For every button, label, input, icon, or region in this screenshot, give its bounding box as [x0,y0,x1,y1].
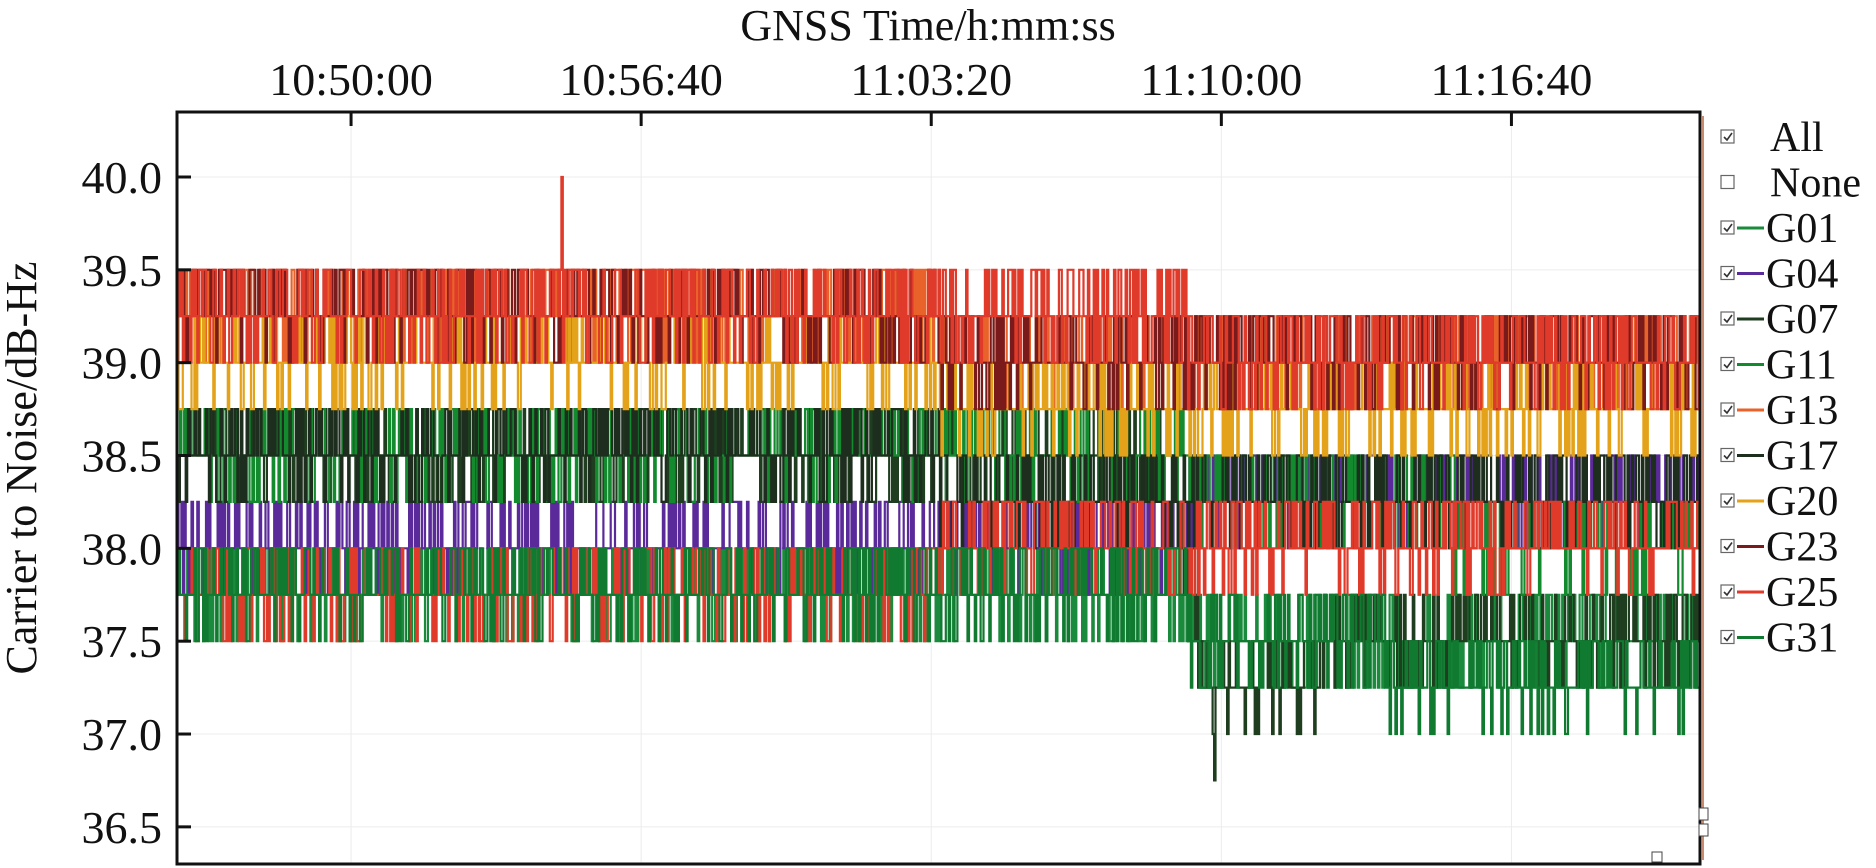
legend-label-G07[interactable]: G07 [1766,297,1838,343]
legend-label-G23[interactable]: G23 [1766,525,1838,571]
y-tick-label: 36.5 [82,802,163,853]
x-tick-label: 10:50:00 [269,54,433,105]
y-tick-label: 39.5 [82,245,163,296]
check-mark-icon [1723,542,1733,551]
legend-toggle-G01[interactable] [1720,220,1735,235]
y-tick-label: 38.5 [82,431,163,482]
check-mark-icon [1723,451,1733,460]
checkbox-box[interactable] [1720,129,1735,144]
x-tick-label: 11:16:40 [1431,54,1593,105]
checkbox-box[interactable] [1720,265,1735,281]
x-tick-label: 11:03:20 [850,54,1012,105]
legend-label-G01[interactable]: G01 [1766,206,1838,252]
legend-toggle-G23[interactable] [1720,538,1735,554]
check-mark-icon [1723,132,1733,142]
checkbox-box[interactable] [1720,584,1735,599]
legend-toggle-G11[interactable] [1720,356,1735,372]
y-tick-label: 37.5 [82,616,163,667]
legend-label-G13[interactable]: G13 [1766,388,1838,434]
legend-toggle-G04[interactable] [1720,265,1735,281]
legend-label-G25[interactable]: G25 [1766,570,1838,616]
legend-scroll-down-button[interactable] [1698,823,1709,837]
check-mark-icon [1723,587,1733,597]
x-axis-ticks: 10:50:00 10:56:40 11:03:20 11:10:00 11:16:40 [269,54,1592,126]
y-axis-title: Carrier to Noise/dB-Hz [0,262,46,675]
y-tick-label: 37.0 [82,709,163,760]
legend-toggle-G20[interactable] [1720,493,1735,508]
series-G31 [177,547,1700,736]
check-mark-icon [1723,405,1733,415]
checkbox-box[interactable] [1720,311,1735,326]
legend-label-G11[interactable]: G11 [1766,343,1837,389]
legend-label-G31[interactable]: G31 [1766,616,1838,662]
series-line-G25 [177,175,1702,411]
checkbox-box[interactable] [1720,356,1735,372]
legend-label-G17[interactable]: G17 [1766,434,1838,480]
y-tick-label: 40.0 [82,152,163,203]
series-line-G31 [177,547,1700,736]
checkbox-box[interactable] [1720,447,1735,463]
checkbox-box[interactable] [1720,538,1735,554]
checkbox-box[interactable] [1720,174,1735,190]
legend-toggle-G17[interactable] [1720,447,1735,463]
y-axis-ticks: 36.5 37.0 37.5 38.0 38.5 39.0 39.5 40.0 [82,152,191,853]
series-G25 [177,175,1702,643]
check-mark-icon [1723,496,1733,506]
checkbox-box[interactable] [1720,493,1735,508]
legend-label-none[interactable]: None [1770,161,1861,207]
zoom-control-button[interactable] [1651,851,1663,863]
legend-toggle-all[interactable] [1720,129,1735,144]
y-tick-label: 39.0 [82,338,163,389]
legend-toggle-G25[interactable] [1720,584,1735,599]
check-mark-icon [1723,223,1733,233]
x-tick-label: 10:56:40 [559,54,723,105]
legend-toggle-none[interactable] [1720,174,1735,190]
legend-label-G04[interactable]: G04 [1766,252,1838,298]
x-axis-title: GNSS Time/h:mm:ss [740,1,1115,50]
series-layer [177,175,1702,782]
check-mark-icon [1723,360,1733,369]
check-mark-icon [1723,633,1733,642]
legend-toggle-G07[interactable] [1720,311,1735,326]
y-tick-label: 38.0 [82,523,163,574]
series-line-G25-lower [177,500,1700,643]
legend-label-G20[interactable]: G20 [1766,479,1838,525]
check-mark-icon [1723,269,1733,278]
checkbox-box[interactable] [1720,220,1735,235]
check-mark-icon [1723,314,1733,324]
legend-label-all[interactable]: All [1770,115,1824,161]
checkbox-box[interactable] [1720,402,1735,417]
legend-toggle-G13[interactable] [1720,402,1735,417]
x-tick-label: 11:10:00 [1140,54,1302,105]
legend-scroll-up-button[interactable] [1698,807,1709,821]
legend-toggle-G31[interactable] [1720,629,1735,645]
plot-frame [175,110,1702,866]
checkbox-box[interactable] [1720,629,1735,645]
